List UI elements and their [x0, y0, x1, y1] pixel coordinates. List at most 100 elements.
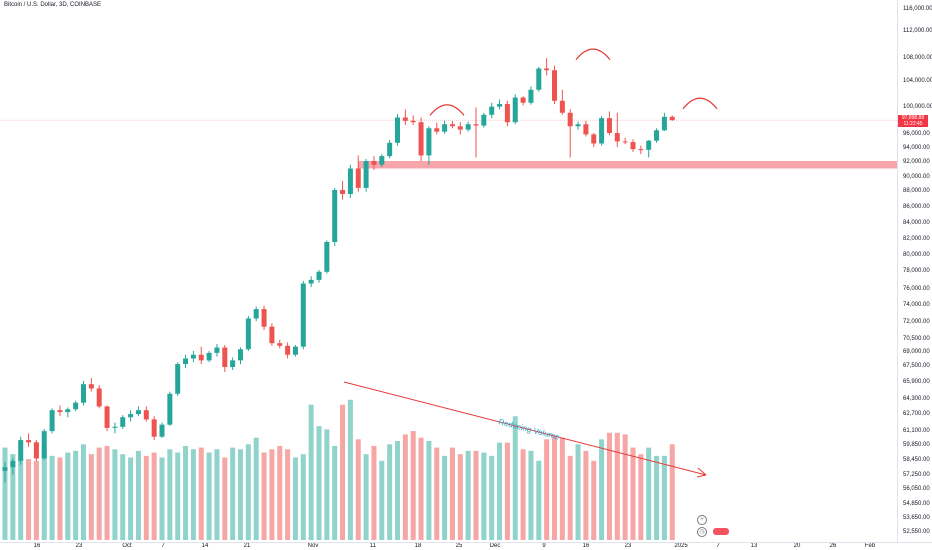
y-tick-label: 59,850.00 — [903, 442, 930, 448]
volume-bar — [230, 447, 236, 540]
candle-body — [332, 190, 338, 242]
x-tick-label: 21 — [244, 543, 251, 549]
volume-bar — [57, 457, 63, 540]
candle-body — [206, 352, 212, 361]
candle-body — [606, 118, 612, 133]
candle-body — [143, 410, 149, 420]
candle-body — [355, 168, 361, 188]
volume-bar — [10, 454, 16, 540]
x-tick-label: 13 — [751, 543, 758, 549]
volume-bar — [497, 442, 503, 540]
candle-body — [88, 384, 94, 389]
x-tick-label: 26 — [830, 543, 837, 549]
volume-bar — [402, 434, 408, 540]
candle-body — [669, 116, 675, 121]
volume-bar — [457, 454, 463, 540]
candle-body — [457, 126, 463, 130]
candle-body — [418, 122, 424, 156]
candle-body — [159, 424, 165, 437]
volume-bar — [552, 436, 557, 540]
add-icon[interactable]: + — [697, 515, 707, 525]
candle-body — [481, 114, 487, 126]
y-tick-label: 80,000.00 — [903, 252, 930, 258]
candle-body — [222, 347, 228, 367]
candle-body — [151, 419, 157, 437]
candle-body — [277, 343, 283, 346]
volume-bar — [316, 426, 322, 540]
volume-bar — [638, 454, 644, 540]
candle-body — [135, 410, 141, 415]
x-tick-label: 25 — [456, 543, 463, 549]
candle-body — [238, 349, 243, 361]
y-tick-label: 64,300.00 — [903, 396, 930, 402]
volume-bar — [410, 431, 416, 540]
x-tick-label: 11 — [370, 543, 377, 549]
candle-body — [654, 130, 660, 141]
volume-bar — [575, 444, 581, 540]
volume-bar — [387, 444, 393, 540]
x-tick-label: Feb — [865, 543, 876, 549]
y-tick-label: 94,000.00 — [903, 145, 930, 151]
candle-body — [442, 124, 448, 132]
y-tick-label: 100,000.00 — [903, 104, 932, 110]
candle-body — [426, 128, 432, 156]
volume-bar — [599, 439, 605, 540]
candle-body — [104, 406, 110, 428]
y-tick-label: 92,000.00 — [903, 159, 930, 165]
candle-body — [630, 142, 636, 150]
flag-icon[interactable] — [713, 528, 729, 535]
x-tick-label: 14 — [202, 543, 209, 549]
candle-body — [371, 161, 377, 165]
candle-body — [347, 168, 353, 194]
volume-bar — [630, 447, 636, 540]
volume-bar — [622, 434, 628, 540]
volume-bar — [261, 452, 267, 540]
candle-body — [552, 70, 557, 101]
candle-body — [504, 104, 510, 123]
candle-body — [512, 97, 518, 123]
candle-body — [567, 112, 573, 127]
candle-body — [2, 467, 8, 471]
candle-body — [308, 279, 314, 284]
y-tick-label: 88,000.00 — [903, 188, 930, 194]
bar-countdown: 11:22:45 — [903, 121, 923, 127]
x-tick-label: Oct — [122, 543, 132, 549]
volume-bar — [18, 457, 24, 540]
y-tick-label: 67,500.00 — [903, 363, 930, 369]
candle-body — [544, 68, 550, 71]
volume-bar — [324, 429, 330, 540]
volume-bar — [559, 437, 565, 540]
candle-body — [112, 426, 118, 428]
candle-body — [402, 117, 408, 121]
candle-body — [81, 384, 86, 403]
volume-bar — [308, 404, 314, 540]
candle-body — [190, 354, 196, 359]
y-tick-label: 96,000.00 — [903, 131, 930, 137]
volume-bar — [481, 452, 487, 540]
y-tick-label: 76,000.00 — [903, 286, 930, 292]
volume-bar — [159, 457, 165, 540]
y-tick-label: 69,000.00 — [903, 349, 930, 355]
candle-body — [395, 117, 400, 143]
last-price-badge: 97,898.88 11:22:45 — [898, 115, 928, 127]
top-arc — [429, 104, 465, 116]
volume-bar — [591, 460, 597, 540]
y-tick-label: 112,000.00 — [903, 28, 932, 34]
volume-bar — [363, 454, 369, 540]
candle-body — [253, 309, 259, 319]
volume-bar — [347, 399, 353, 540]
y-tick-label: 62,700.00 — [903, 411, 930, 417]
x-tick-label: 7 — [161, 543, 165, 549]
clock-icon[interactable]: ◷ — [697, 527, 707, 537]
candle-body — [230, 360, 236, 367]
volume-bar — [269, 449, 275, 540]
candle-body — [96, 388, 102, 407]
candle-body — [434, 128, 440, 132]
x-tick-label: 18 — [415, 543, 422, 549]
y-tick-label: 72,000.00 — [903, 319, 930, 325]
volume-bar — [669, 444, 675, 540]
candle-body — [183, 358, 189, 365]
candle-body — [49, 410, 55, 432]
candle-body — [489, 106, 495, 115]
